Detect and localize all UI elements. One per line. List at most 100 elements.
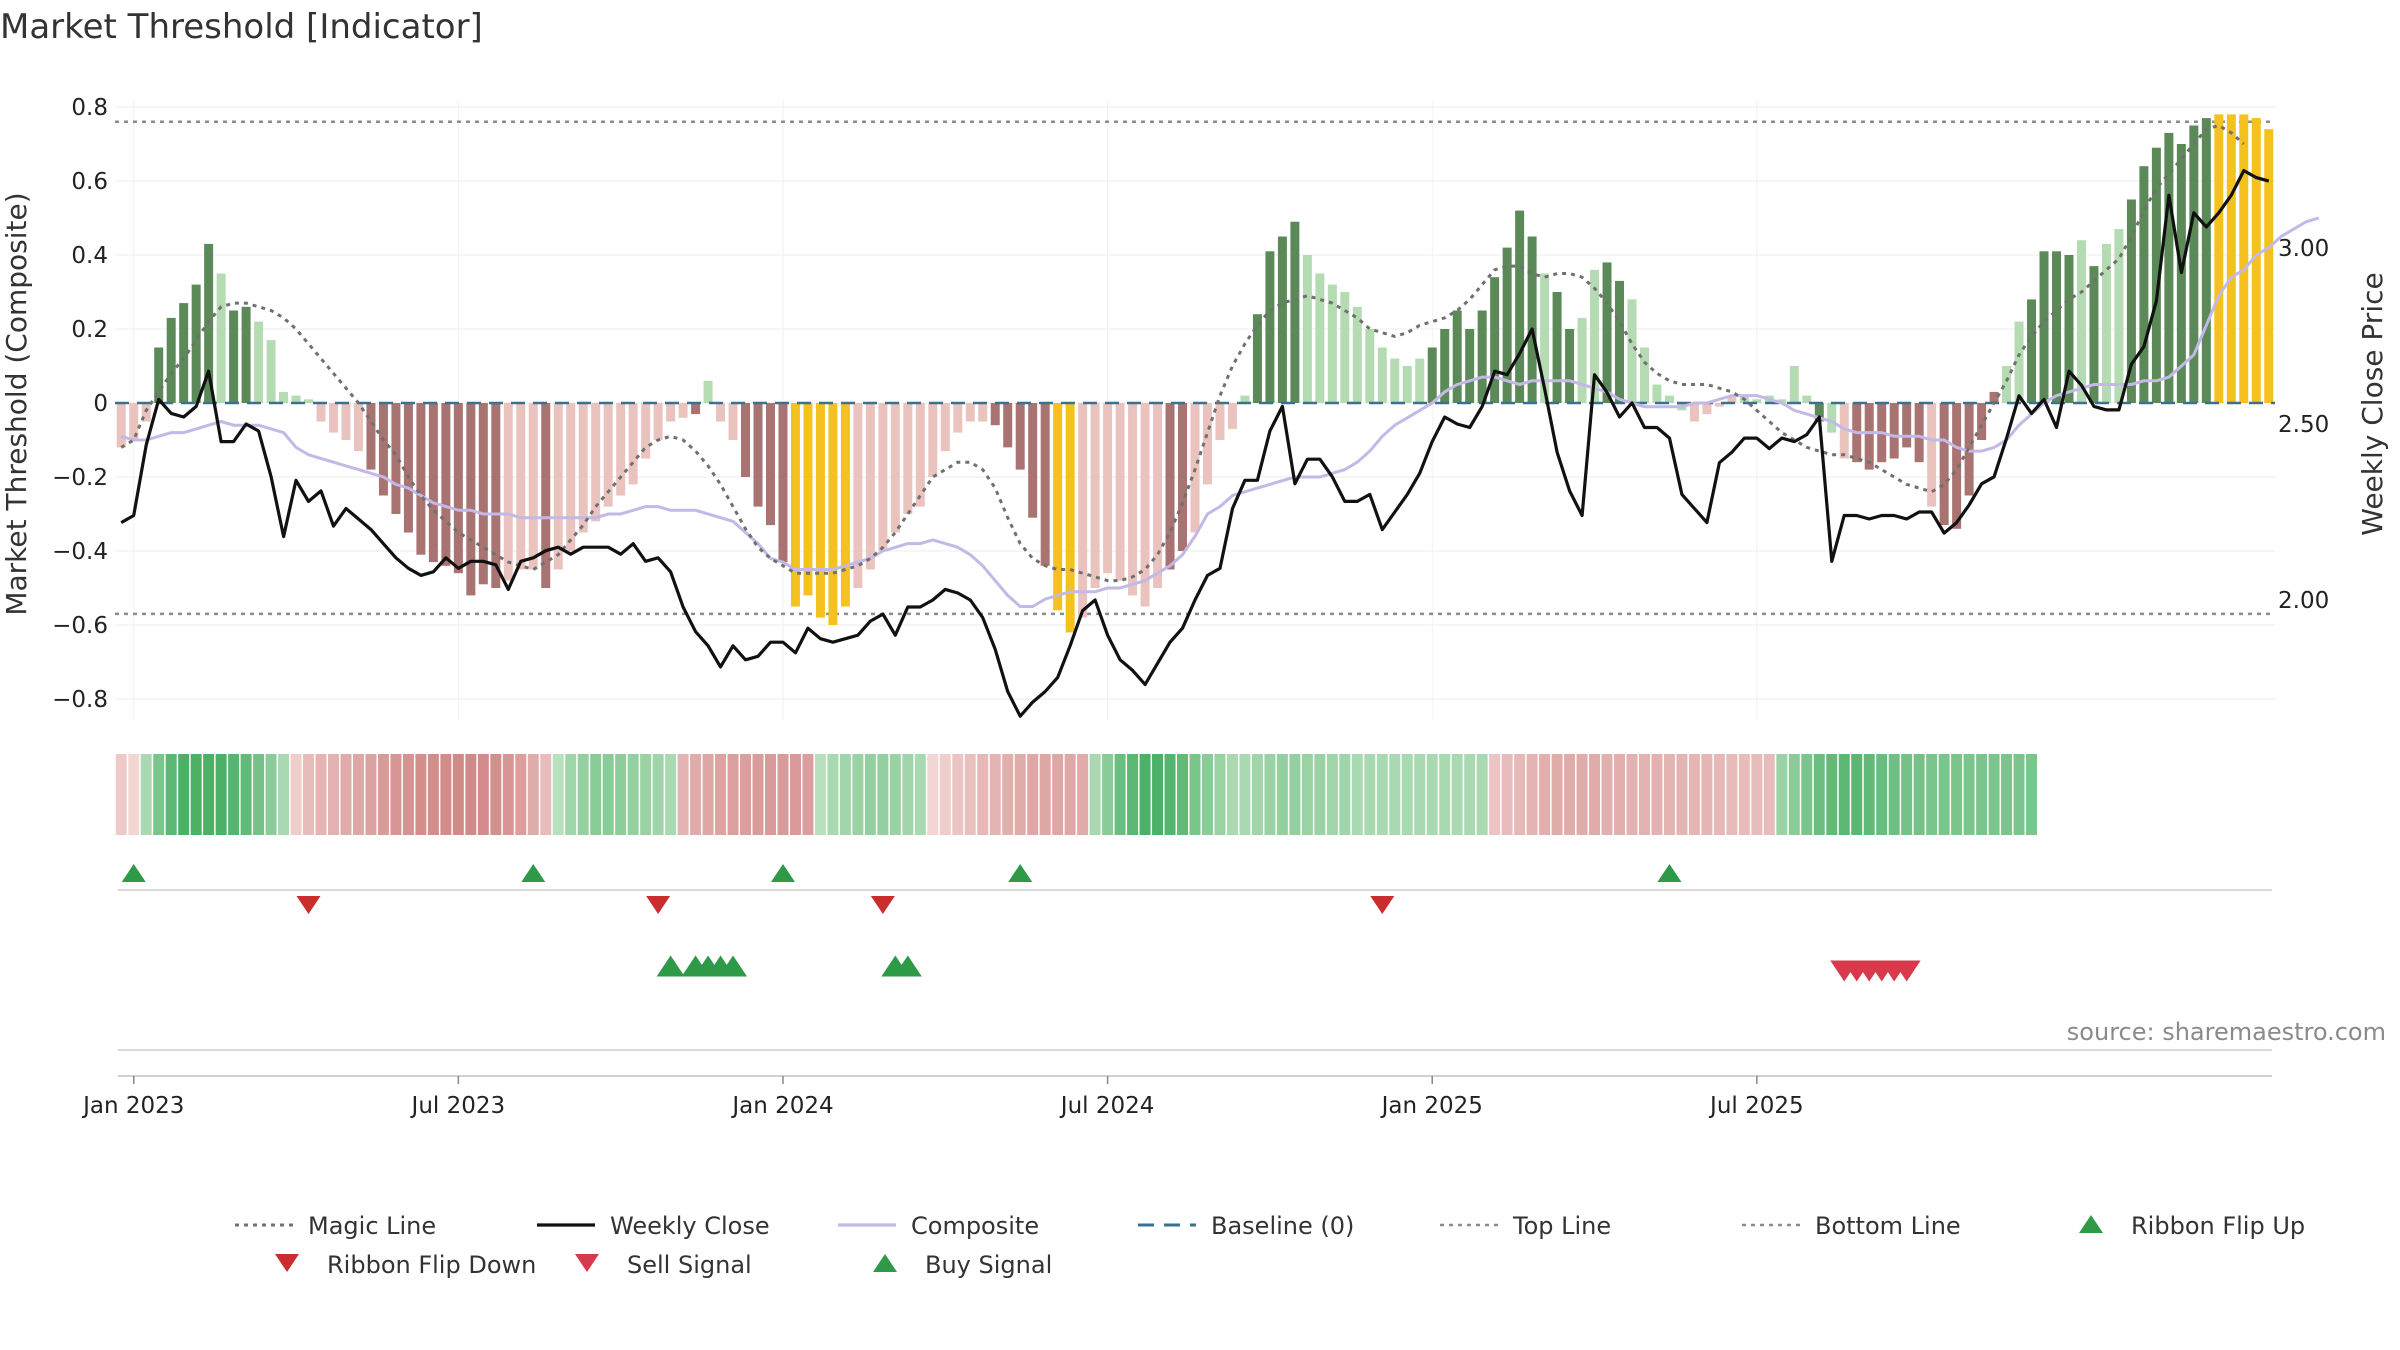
y-tick-label: 0: [93, 391, 108, 417]
x-tick-label: Jul 2024: [1059, 1093, 1155, 1119]
ribbon-cell: [365, 754, 377, 835]
composite-bar: [666, 403, 676, 422]
legend-label: Buy Signal: [925, 1251, 1052, 1279]
legend-label: Weekly Close: [610, 1212, 770, 1240]
ribbon-cell: [889, 754, 901, 835]
composite-bar: [2239, 114, 2249, 404]
composite-bar: [2002, 366, 2012, 403]
ribbon-cell: [315, 754, 327, 835]
ribbon-flip-down-marker: [646, 896, 671, 914]
signal-markers: [118, 864, 2272, 1051]
ribbon-cell: [1676, 754, 1688, 835]
ribbon-cell: [1414, 754, 1426, 835]
ribbon-cell: [1589, 754, 1601, 835]
buy-signal-marker: [719, 955, 748, 977]
composite-bar: [516, 403, 526, 570]
composite-bar: [1315, 273, 1325, 403]
composite-bar: [1402, 366, 1412, 403]
composite-bar: [1377, 347, 1387, 403]
composite-bar: [1327, 284, 1337, 403]
composite-bar: [978, 403, 988, 422]
legend-item: Bottom Line: [1742, 1212, 1961, 1240]
ribbon-cell: [178, 754, 190, 835]
composite-bar: [1277, 236, 1287, 403]
ribbon-cell: [602, 754, 614, 835]
ribbon-cell: [240, 754, 252, 835]
x-tick-label: Jan 2024: [730, 1093, 833, 1119]
composite-bar: [1889, 403, 1899, 459]
legend-item: Weekly Close: [537, 1212, 770, 1240]
ribbon-cell: [752, 754, 764, 835]
legend-label: Top Line: [1512, 1212, 1611, 1240]
y-tick-label: −0.8: [52, 687, 108, 713]
ribbon-cell: [540, 754, 552, 835]
ribbon-cell: [1763, 754, 1775, 835]
series-lines: [115, 123, 2320, 718]
ribbon-cell: [477, 754, 489, 835]
composite-bar: [828, 403, 838, 625]
composite-bar: [1178, 403, 1188, 551]
composite-bar: [1265, 251, 1275, 403]
ribbon-cell: [1114, 754, 1126, 835]
ribbon-cell: [1801, 754, 1813, 835]
x-tick-label: Jul 2025: [1708, 1093, 1804, 1119]
ribbon-cell: [165, 754, 177, 835]
composite-bar: [1053, 403, 1063, 611]
composite-bar: [2164, 132, 2174, 403]
y2-axis-label: Weekly Close Price: [2356, 272, 2389, 535]
ribbon-cell: [665, 754, 677, 835]
ribbon-cell: [964, 754, 976, 835]
composite-bar: [1252, 314, 1262, 403]
legend-label: Baseline (0): [1211, 1212, 1354, 1240]
ribbon-cell: [1976, 754, 1988, 835]
ribbon-cell: [864, 754, 876, 835]
ribbon-cell: [515, 754, 527, 835]
buy-signal-marker: [656, 955, 685, 977]
ribbon-cell: [1401, 754, 1413, 835]
ribbon-cell: [839, 754, 851, 835]
composite-bar: [416, 403, 426, 555]
legend-item: Sell Signal: [575, 1251, 752, 1279]
composite-bar: [1202, 403, 1212, 485]
ribbon-cell: [1439, 754, 1451, 835]
composite-bar: [1215, 403, 1225, 440]
y-axis-right: 3.00 2.50 2.00: [2278, 236, 2329, 614]
composite-bar: [1814, 403, 1824, 422]
composite-bar: [2201, 118, 2211, 403]
composite-bar: [1440, 329, 1450, 403]
ribbon-cell: [1576, 754, 1588, 835]
ribbon-flip-down-marker: [1370, 896, 1395, 914]
ribbon-cell: [1189, 754, 1201, 835]
ribbon-cell: [1164, 754, 1176, 835]
legend-marker: [2079, 1215, 2103, 1233]
ribbon-cell: [1014, 754, 1026, 835]
composite-bar: [2064, 255, 2074, 403]
ribbon-cell: [290, 754, 302, 835]
ribbon-cell: [939, 754, 951, 835]
ribbon-cell: [577, 754, 589, 835]
composite-bar: [1664, 395, 1674, 403]
composite-bar: [291, 395, 301, 403]
ribbon-cell: [1913, 754, 1925, 835]
composite-bar: [653, 403, 663, 440]
ribbon-cell: [1376, 754, 1388, 835]
composite-bar: [1727, 395, 1737, 403]
composite-bar: [2264, 129, 2274, 403]
ribbon-cell: [402, 754, 414, 835]
composite-bar: [1090, 403, 1100, 588]
composite-bar: [1689, 403, 1699, 422]
composite-bar: [603, 403, 613, 507]
composite-bar: [728, 403, 738, 440]
ribbon-cell: [1064, 754, 1076, 835]
composite-bar: [541, 403, 551, 588]
ribbon-cell: [1089, 754, 1101, 835]
composite-bar: [341, 403, 351, 440]
composite-bar: [678, 403, 688, 418]
ribbon-cell: [1738, 754, 1750, 835]
composite-bar: [478, 403, 488, 585]
ribbon-cell: [652, 754, 664, 835]
ribbon-cell: [1776, 754, 1788, 835]
ribbon-strip: [115, 754, 2038, 835]
ribbon-cell: [902, 754, 914, 835]
composite-bar: [528, 403, 538, 570]
